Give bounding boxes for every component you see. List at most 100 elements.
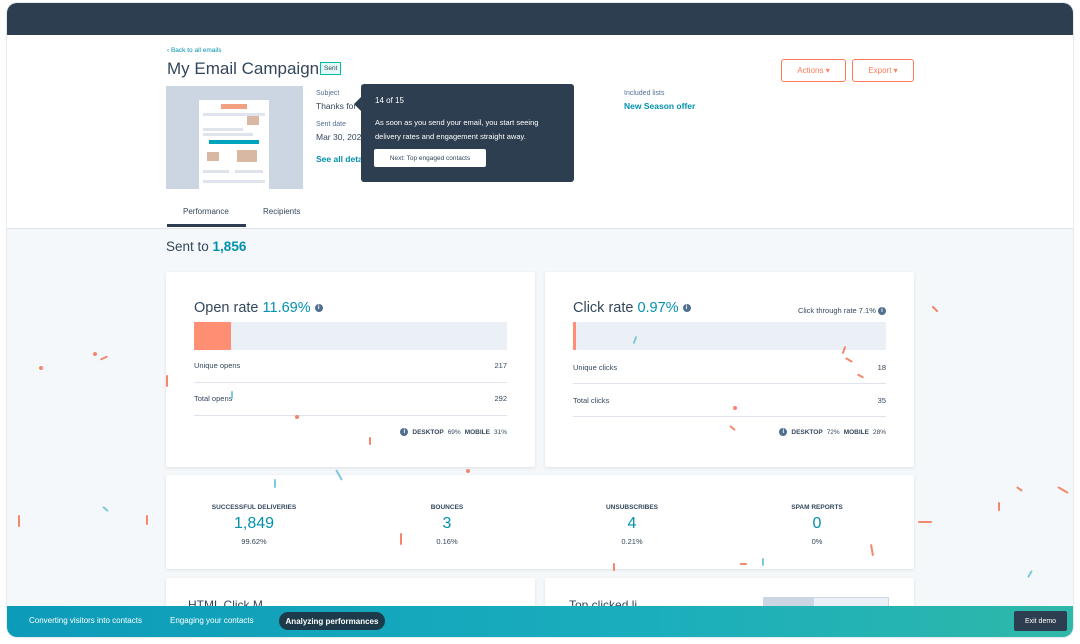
total-opens-value: 292 <box>494 394 507 403</box>
preview-line <box>203 128 243 131</box>
email-preview-page <box>199 100 269 189</box>
tab-recipients[interactable]: Recipients <box>263 207 301 216</box>
preview-image <box>207 152 219 161</box>
active-tab-indicator <box>167 224 246 227</box>
preview-image <box>237 150 257 162</box>
divider <box>573 383 886 384</box>
tour-progress-bar: Converting visitors into contacts Engagi… <box>7 606 1073 637</box>
preview-image <box>247 116 259 125</box>
stat-label: SUCCESSFUL DELIVERIES <box>211 504 297 511</box>
confetti <box>18 515 20 527</box>
subject-label: Subject <box>316 90 340 97</box>
confetti <box>146 515 148 525</box>
click-rate-label: Click rate <box>573 300 634 316</box>
info-icon[interactable]: i <box>779 428 788 436</box>
sent-to-count: 1,856 <box>212 239 247 254</box>
mobile-label: MOBILE <box>464 428 490 436</box>
confetti <box>613 563 615 571</box>
preview-logo <box>221 104 247 109</box>
tooltip-step-counter: 14 of 15 <box>375 96 404 105</box>
tab-performance[interactable]: Performance <box>183 207 229 216</box>
stat-spam-reports: SPAM REPORTS 0 0% <box>727 504 907 546</box>
email-preview-thumbnail[interactable] <box>166 86 303 189</box>
delivery-stats-card: SUCCESSFUL DELIVERIES 1,849 99.62% BOUNC… <box>166 475 914 569</box>
open-rate-title: Open rate 11.69% i <box>194 300 323 316</box>
confetti <box>39 366 43 370</box>
mobile-value: 28% <box>872 428 886 436</box>
divider <box>573 416 886 417</box>
desktop-value: 69% <box>447 428 461 436</box>
included-lists-label: Included lists <box>624 90 665 97</box>
confetti <box>918 521 932 523</box>
stat-label: UNSUBSCRIBES <box>605 504 658 511</box>
info-icon[interactable]: i <box>314 304 323 313</box>
click-rate-card: Click rate 0.97% i Click through rate 7.… <box>545 272 914 467</box>
confetti <box>733 406 737 410</box>
confetti <box>231 391 233 399</box>
confetti <box>166 375 168 387</box>
tour-step-converting-visitors[interactable]: Converting visitors into contacts <box>29 616 142 625</box>
unique-clicks-value: 18 <box>877 363 886 372</box>
confetti <box>1057 486 1069 494</box>
stat-percentage: 99.62% <box>241 537 267 546</box>
preview-line <box>203 113 265 116</box>
tour-step-engaging-contacts[interactable]: Engaging your contacts <box>170 616 254 625</box>
click-rate-bar-fill <box>573 322 576 350</box>
click-device-breakdown: i DESKTOP 72% MOBILE 28% <box>779 428 886 436</box>
info-icon[interactable]: i <box>682 304 691 313</box>
confetti <box>1016 486 1023 492</box>
info-icon[interactable]: i <box>878 307 886 316</box>
tooltip-next-button[interactable]: Next: Top engaged contacts <box>374 149 486 167</box>
confetti <box>295 415 299 419</box>
click-through-rate-text: Click through rate 7.1% <box>797 306 876 315</box>
sent-date-value: Mar 30, 202 <box>316 132 362 142</box>
mobile-label: MOBILE <box>843 428 869 436</box>
stat-value: 3 <box>442 515 452 532</box>
click-rate-bar <box>573 322 886 350</box>
stat-label: BOUNCES <box>430 504 464 511</box>
sent-to-label: Sent to <box>166 239 209 254</box>
open-rate-label: Open rate <box>194 300 259 316</box>
sent-to-summary: Sent to 1,856 <box>166 239 246 254</box>
preview-line <box>203 133 253 136</box>
back-to-all-emails-link[interactable]: ‹ Back to all emails <box>167 47 222 54</box>
stat-successful-deliveries: SUCCESSFUL DELIVERIES 1,849 99.62% <box>164 504 344 546</box>
divider <box>194 382 507 383</box>
click-rate-value: 0.97% <box>637 300 679 316</box>
tour-step-analyzing-performances[interactable]: Analyzing performances <box>279 612 385 630</box>
preview-line <box>235 170 263 173</box>
confetti <box>998 502 1000 511</box>
stat-percentage: 0% <box>811 537 823 546</box>
confetti <box>369 437 371 445</box>
open-rate-bar <box>194 322 507 350</box>
desktop-label: DESKTOP <box>791 428 823 436</box>
exit-demo-button[interactable]: Exit demo <box>1014 611 1067 631</box>
see-all-details-link[interactable]: See all details <box>316 154 373 164</box>
page-title: My Email Campaign <box>167 59 320 78</box>
open-rate-bar-fill <box>194 322 231 350</box>
stat-value: 1,849 <box>233 515 275 532</box>
unique-clicks-label: Unique clicks <box>573 363 618 372</box>
info-icon[interactable]: i <box>400 428 409 436</box>
stat-unsubscribes: UNSUBSCRIBES 4 0.21% <box>542 504 722 546</box>
stat-label: SPAM REPORTS <box>791 504 843 511</box>
actions-button[interactable]: Actions ▾ <box>781 59 846 82</box>
subject-value: Thanks for s <box>316 101 363 111</box>
confetti <box>400 533 402 545</box>
stat-percentage: 0.21% <box>621 537 643 546</box>
onboarding-tooltip: 14 of 15 As soon as you send your email,… <box>354 84 574 182</box>
total-opens-label: Total opens <box>194 394 233 403</box>
sent-date-label: Sent date <box>316 121 346 128</box>
open-rate-value: 11.69% <box>262 300 311 316</box>
included-list-link[interactable]: New Season offer <box>624 101 696 111</box>
unique-opens-label: Unique opens <box>194 361 241 370</box>
stat-percentage: 0.16% <box>436 537 458 546</box>
unique-opens-value: 217 <box>494 361 507 370</box>
export-button[interactable]: Export ▾ <box>852 59 914 82</box>
mobile-value: 31% <box>493 428 507 436</box>
confetti <box>93 352 97 356</box>
confetti <box>1027 570 1033 578</box>
confetti <box>466 469 470 473</box>
divider <box>194 415 507 416</box>
email-header: ‹ Back to all emails My Email Campaign S… <box>7 35 1073 229</box>
